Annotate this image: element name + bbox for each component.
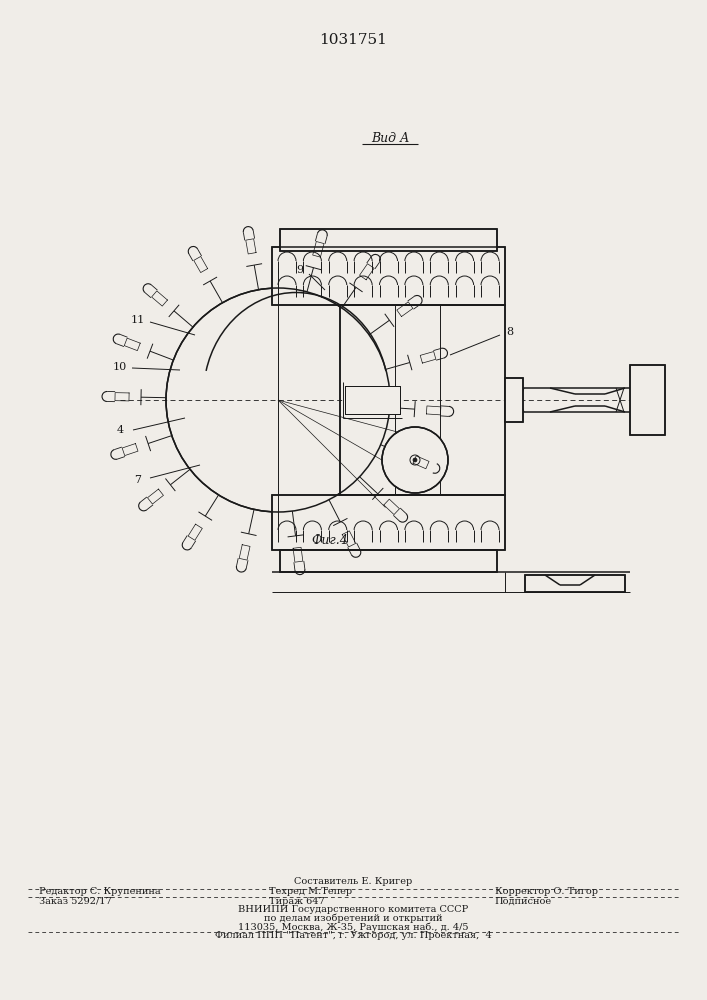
Text: 4: 4 — [117, 425, 124, 435]
Circle shape — [166, 288, 390, 512]
Bar — [630, 365, 665, 435]
Text: 9: 9 — [296, 265, 303, 275]
Bar — [280, 229, 497, 251]
Bar — [525, 575, 625, 592]
Text: 7: 7 — [134, 475, 141, 485]
Text: Филиал ППП "Патент", г. Ужгород, ул. Проектная,  4: Филиал ППП "Патент", г. Ужгород, ул. Про… — [215, 930, 492, 940]
Text: Корректор О. Тигор: Корректор О. Тигор — [495, 888, 598, 896]
Circle shape — [413, 458, 417, 462]
Circle shape — [382, 427, 448, 493]
Text: Вид А: Вид А — [370, 131, 409, 144]
Text: Тираж 647: Тираж 647 — [269, 896, 325, 906]
Text: Редактор С. Крупенина: Редактор С. Крупенина — [39, 888, 160, 896]
Bar — [525, 575, 625, 592]
Text: 10: 10 — [113, 362, 127, 372]
Bar — [505, 378, 523, 422]
Bar — [272, 495, 505, 550]
Bar — [272, 495, 505, 550]
Text: Подписное: Подписное — [495, 896, 552, 906]
Text: Техред М.Тепер: Техред М.Тепер — [269, 888, 352, 896]
Bar — [272, 247, 505, 305]
Text: Составитель Е. Кригер: Составитель Е. Кригер — [294, 878, 413, 886]
Text: ВНИИПИ Государственного комитета СССР: ВНИИПИ Государственного комитета СССР — [238, 906, 469, 914]
Bar — [280, 229, 497, 251]
Bar — [345, 386, 400, 414]
Bar — [345, 386, 400, 414]
Text: Заказ 5292/17: Заказ 5292/17 — [39, 896, 112, 906]
Bar — [630, 365, 665, 435]
Text: Фиг.4: Фиг.4 — [312, 534, 349, 546]
Bar — [280, 550, 497, 572]
Bar — [340, 305, 505, 495]
Text: 11: 11 — [131, 315, 145, 325]
Bar — [280, 550, 497, 572]
Bar — [505, 378, 523, 422]
Bar — [272, 247, 505, 305]
Text: 1031751: 1031751 — [319, 33, 387, 47]
Text: 8: 8 — [506, 327, 513, 337]
Bar — [340, 305, 505, 495]
Text: 113035, Москва, Ж-35, Раушская наб., д. 4/5: 113035, Москва, Ж-35, Раушская наб., д. … — [238, 922, 469, 932]
Text: по делам изобретений и открытий: по делам изобретений и открытий — [264, 913, 443, 923]
